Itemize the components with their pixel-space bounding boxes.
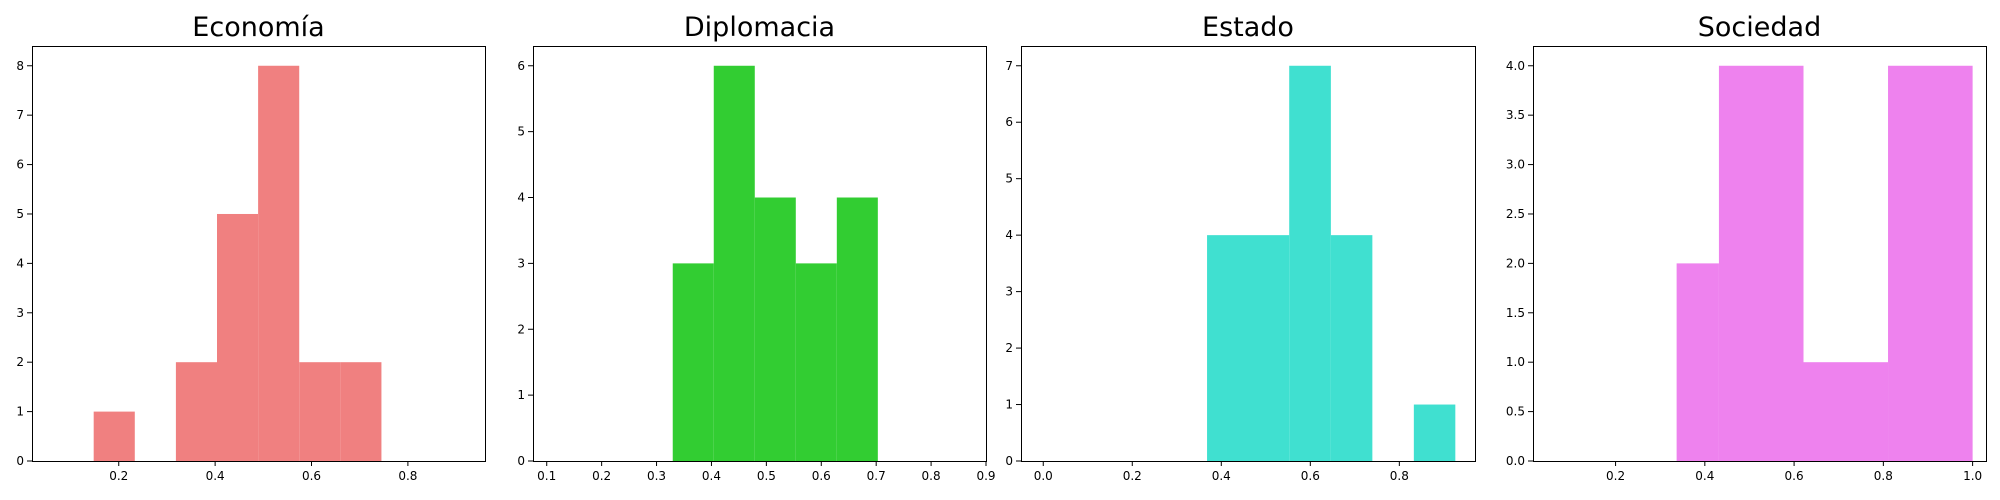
y-tick-label: 2	[1005, 341, 1013, 355]
x-tick-label: 0.8	[922, 469, 941, 483]
y-tick-label: 6	[16, 158, 24, 172]
y-tick-label: 7	[16, 108, 24, 122]
x-tick-label: 0.4	[702, 469, 721, 483]
y-tick-label: 3	[1005, 285, 1013, 299]
x-tick-label: 0.4	[1695, 469, 1714, 483]
x-tick-label: 0.2	[109, 469, 128, 483]
y-tick-label: 6	[1005, 115, 1013, 129]
y-tick-label: 2	[517, 322, 525, 336]
histogram-bar	[340, 362, 382, 461]
x-tick-label: 0.6	[1301, 469, 1320, 483]
histogram-bar	[299, 362, 341, 461]
y-tick-label: 4	[517, 191, 525, 205]
histogram-bar	[795, 263, 837, 461]
y-tick-label: 1.5	[1506, 306, 1525, 320]
x-tick-label: 0.1	[537, 469, 556, 483]
x-tick-label: 0.6	[812, 469, 831, 483]
x-tick-label: 0.9	[976, 469, 995, 483]
histogram-bar	[175, 362, 218, 461]
y-tick-label: 0	[1005, 454, 1013, 468]
x-tick-label: 0.6	[1785, 469, 1804, 483]
histogram-bar	[1289, 65, 1331, 461]
y-tick-label: 5	[1005, 172, 1013, 186]
x-tick-label: 0.2	[1606, 469, 1625, 483]
x-tick-label: 0.2	[1123, 469, 1142, 483]
x-tick-label: 0.8	[398, 469, 417, 483]
histogram-bar	[93, 411, 135, 461]
histogram-bar	[713, 65, 755, 461]
x-tick-label: 0.0	[1034, 469, 1053, 483]
y-tick-label: 4	[1005, 228, 1013, 242]
y-tick-label: 1.0	[1506, 355, 1525, 369]
histogram-bar	[836, 197, 878, 461]
panel-title: Economía	[192, 12, 324, 43]
y-tick-label: 0.5	[1506, 405, 1525, 419]
y-tick-label: 1	[1005, 398, 1013, 412]
histogram-bar	[1803, 362, 1889, 461]
histogram-bar	[1676, 263, 1719, 461]
y-tick-label: 7	[1005, 59, 1013, 73]
panel-title: Diplomacia	[684, 12, 835, 43]
x-tick-label: 0.8	[1874, 469, 1893, 483]
x-tick-label: 0.4	[1212, 469, 1231, 483]
histogram-bar	[1207, 235, 1290, 461]
x-tick-label: 0.8	[1390, 469, 1409, 483]
y-tick-label: 3.5	[1506, 108, 1525, 122]
x-tick-label: 0.4	[206, 469, 225, 483]
y-tick-label: 3.0	[1506, 158, 1525, 172]
y-tick-label: 4	[16, 256, 24, 270]
y-tick-label: 1	[16, 405, 24, 419]
y-tick-label: 2.5	[1506, 207, 1525, 221]
histogram-bar	[1718, 65, 1804, 461]
y-tick-label: 1	[517, 388, 525, 402]
y-tick-label: 5	[16, 207, 24, 221]
y-tick-label: 8	[16, 59, 24, 73]
x-tick-label: 0.2	[592, 469, 611, 483]
x-tick-label: 0.7	[867, 469, 886, 483]
histogram-bar	[672, 263, 714, 461]
y-tick-label: 0	[517, 454, 525, 468]
histogram-bar	[258, 65, 300, 461]
y-tick-label: 4.0	[1506, 59, 1525, 73]
x-tick-label: 0.6	[302, 469, 321, 483]
y-tick-label: 2	[16, 355, 24, 369]
axes-frame	[1533, 46, 1987, 462]
panel-economia: Economía 0.2 0.4 0.6 0.8 0 1 2 3 4 5 6 7 8	[16, 12, 486, 483]
histogram-bar	[1888, 65, 1973, 461]
histogram-bar	[1413, 404, 1456, 461]
axes-frame	[533, 46, 987, 462]
axes-frame	[1021, 46, 1476, 462]
y-tick-label: 5	[517, 125, 525, 139]
axes-frame	[32, 46, 486, 462]
y-tick-label: 2.0	[1506, 256, 1525, 270]
histogram-bar	[754, 197, 796, 461]
panel-title: Estado	[1202, 12, 1294, 43]
histogram-bar	[217, 213, 259, 461]
panel-title: Sociedad	[1698, 12, 1821, 43]
histogram-bar	[1330, 235, 1373, 461]
y-tick-label: 0	[16, 454, 24, 468]
x-tick-label: 0.3	[647, 469, 666, 483]
x-tick-label: 1.0	[1963, 469, 1982, 483]
x-tick-label: 0.5	[757, 469, 776, 483]
y-tick-label: 0.0	[1506, 454, 1525, 468]
panel-sociedad: Sociedad 0.2 0.4 0.6 0.8 1.0 0.0 0.5 1.0 1.5 2.0 2…	[1506, 12, 1987, 483]
y-tick-label: 6	[517, 59, 525, 73]
panel-diplomacia: Diplomacia 0.1 0.2 0.3 0.4 0.5 0.6 0.7 0.8 0.9 0 1…	[517, 12, 995, 483]
y-tick-label: 3	[16, 306, 24, 320]
y-tick-label: 3	[517, 256, 525, 270]
panel-estado: Estado 0.0 0.2 0.4 0.6 0.8 0 1 2 3 4 5 6 7	[1005, 12, 1476, 483]
